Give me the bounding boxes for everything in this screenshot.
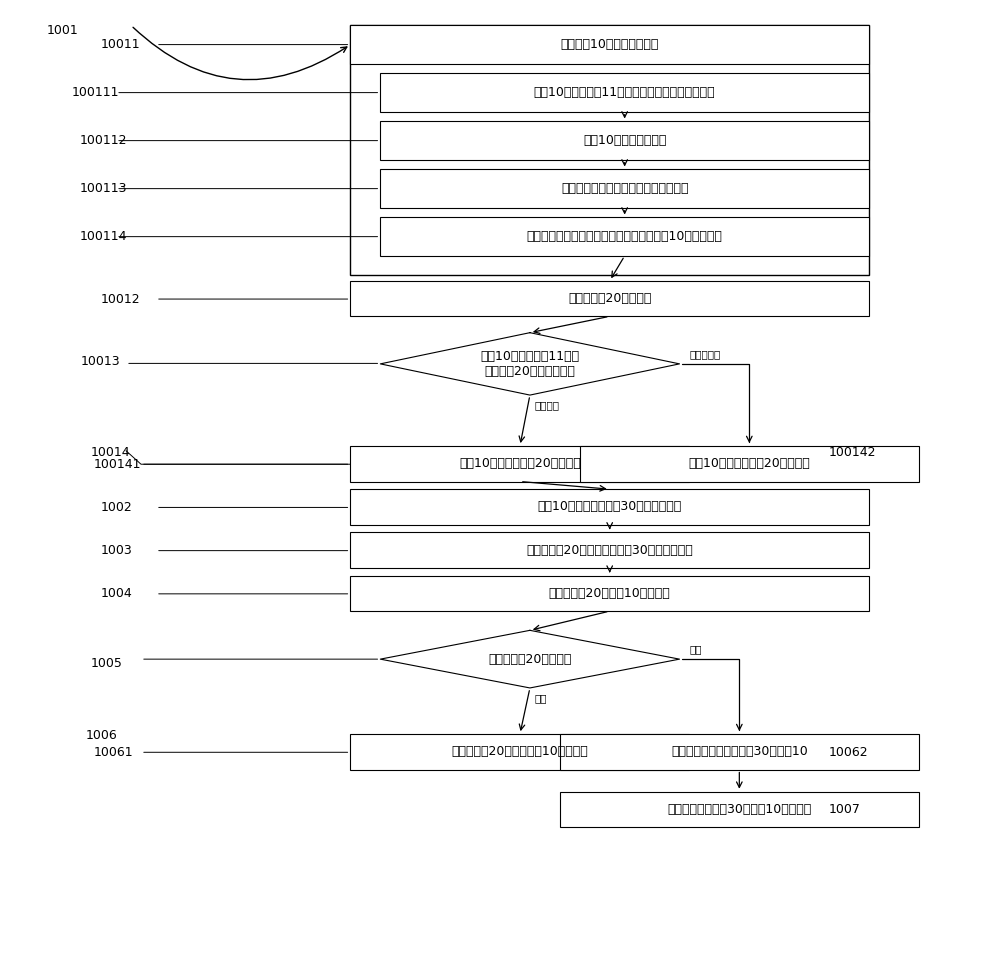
Text: 1001: 1001 xyxy=(46,24,78,37)
Text: 身份合法: 身份合法 xyxy=(535,400,560,410)
Text: 主控制系統20對車輛10進行控制: 主控制系統20對車輛10進行控制 xyxy=(549,586,671,600)
FancyBboxPatch shape xyxy=(350,489,869,525)
Text: 100113: 100113 xyxy=(79,182,127,195)
Text: 10061: 10061 xyxy=(94,745,134,759)
Text: 1002: 1002 xyxy=(101,501,133,514)
Text: 識別所述語音是否來自于所述特定人員: 識別所述語音是否來自于所述特定人員 xyxy=(561,182,688,195)
Text: 匹配成功，語音輸入作為連接密碼錄入車輛10的車載系統: 匹配成功，語音輸入作為連接密碼錄入車輛10的車載系統 xyxy=(527,230,723,243)
FancyBboxPatch shape xyxy=(380,121,869,160)
Text: 車輛10的車載系統11對主
控制系統20進行身份識別: 車輛10的車載系統11對主 控制系統20進行身份識別 xyxy=(480,350,579,377)
Text: 車輛10接收一語音輸入: 車輛10接收一語音輸入 xyxy=(583,134,666,147)
Text: 啟動輔助控制系統30對車輛10進行控制: 啟動輔助控制系統30對車輛10進行控制 xyxy=(667,803,811,816)
Text: 1006: 1006 xyxy=(86,729,118,742)
FancyBboxPatch shape xyxy=(350,734,689,769)
Text: 10062: 10062 xyxy=(829,745,869,759)
FancyBboxPatch shape xyxy=(560,734,919,769)
Text: 車輛10的車載系統11采集一特定人員的語音并存儲: 車輛10的車載系統11采集一特定人員的語音并存儲 xyxy=(534,86,715,99)
Text: 主控制系統20進行自檢: 主控制系統20進行自檢 xyxy=(488,653,572,665)
Text: 10011: 10011 xyxy=(101,39,141,51)
Text: 10012: 10012 xyxy=(101,293,141,305)
FancyBboxPatch shape xyxy=(350,281,869,316)
FancyBboxPatch shape xyxy=(350,576,869,612)
FancyBboxPatch shape xyxy=(580,446,919,482)
Text: 所述車輛10設置一連接密碼: 所述車輛10設置一連接密碼 xyxy=(561,39,659,51)
Text: 異常: 異常 xyxy=(689,644,702,654)
Text: 發送信號至輔助控制系統30及車輛10: 發送信號至輔助控制系統30及車輛10 xyxy=(671,745,808,758)
FancyBboxPatch shape xyxy=(350,446,689,482)
Text: 100112: 100112 xyxy=(79,134,127,147)
Text: 1007: 1007 xyxy=(829,803,861,817)
Text: 1004: 1004 xyxy=(101,587,133,600)
Text: 1003: 1003 xyxy=(101,544,133,558)
Text: 身份不合法: 身份不合法 xyxy=(689,349,721,359)
Text: 1005: 1005 xyxy=(91,658,123,670)
FancyBboxPatch shape xyxy=(380,73,869,112)
Text: 主控制系統20輸入密碼: 主控制系統20輸入密碼 xyxy=(568,292,651,305)
Text: 10013: 10013 xyxy=(81,355,121,368)
FancyBboxPatch shape xyxy=(350,533,869,568)
Text: 主控制系統20繼續對車輛10進行控制: 主控制系統20繼續對車輛10進行控制 xyxy=(452,745,588,758)
FancyBboxPatch shape xyxy=(380,218,869,256)
Text: 100114: 100114 xyxy=(79,230,127,243)
Text: 100142: 100142 xyxy=(829,446,877,459)
FancyBboxPatch shape xyxy=(560,792,919,827)
Text: 10014: 10014 xyxy=(91,446,131,459)
Text: 100111: 100111 xyxy=(71,86,119,99)
Text: 100141: 100141 xyxy=(94,457,142,471)
Text: 車輛10與主控制系統20通信連接: 車輛10與主控制系統20通信連接 xyxy=(459,457,581,470)
Text: 車輛10與輔助控制系統30建立通信連接: 車輛10與輔助控制系統30建立通信連接 xyxy=(538,501,682,513)
Text: 正常: 正常 xyxy=(535,692,547,703)
Text: 車輛10與主控制系統20斷開連接: 車輛10與主控制系統20斷開連接 xyxy=(688,457,810,470)
FancyBboxPatch shape xyxy=(380,169,869,208)
FancyBboxPatch shape xyxy=(350,25,869,64)
Text: 主控制系統20與輔助控制系統30建立通信連接: 主控制系統20與輔助控制系統30建立通信連接 xyxy=(526,544,693,557)
